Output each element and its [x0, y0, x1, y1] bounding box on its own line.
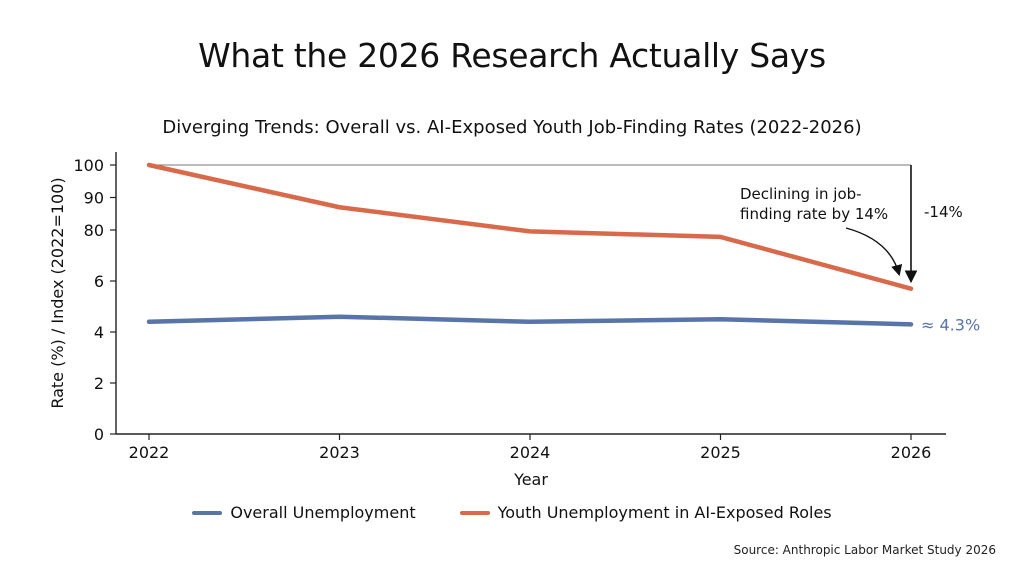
x-tick-label: 2023	[319, 443, 360, 462]
change-label: -14%	[924, 203, 963, 221]
labels: 0 2 4 6 80 90 100 2022 2023 2024 2025 2026 Year Rate …	[48, 156, 980, 489]
x-tick-label: 2024	[510, 443, 551, 462]
y-tick-label: 90	[84, 189, 104, 208]
legend-label-overall: Overall Unemployment	[230, 503, 416, 522]
x-tick-label: 2025	[700, 443, 741, 462]
legend-swatch-youth	[459, 510, 490, 515]
y-tick-label: 0	[94, 425, 104, 444]
callout-arrow	[845, 227, 903, 277]
legend-item-youth: Youth Unemployment in AI-Exposed Roles	[459, 503, 832, 522]
series	[146, 162, 914, 327]
page-title: What the 2026 Research Actually Says	[198, 36, 826, 75]
y-tick-label: 80	[84, 221, 104, 240]
legend-label-youth: Youth Unemployment in AI-Exposed Roles	[497, 503, 832, 522]
chart-title: Diverging Trends: Overall vs. AI-Exposed…	[162, 117, 862, 138]
legend-swatch-overall	[192, 510, 223, 515]
series-line-youth	[146, 162, 914, 291]
y-tick-label: 4	[94, 323, 104, 342]
legend-item-overall: Overall Unemployment	[192, 503, 416, 522]
y-tick-label: 2	[94, 374, 104, 393]
series-line-overall	[146, 314, 914, 327]
x-axis-title: Year	[513, 470, 548, 489]
legend: Overall Unemployment Youth Unemployment …	[0, 503, 1024, 522]
source-note: Source: Anthropic Labor Market Study 202…	[733, 543, 996, 557]
y-tick-label: 100	[73, 156, 104, 175]
y-axis-title: Rate (%) / Index (2022=100)	[48, 177, 67, 408]
y-tick-label: 6	[94, 272, 104, 291]
x-tick-label: 2026	[891, 443, 932, 462]
x-tick-label: 2022	[129, 443, 170, 462]
callout-text-line1: Declining in job-	[740, 185, 862, 203]
axes	[110, 152, 946, 440]
callout-text-line2: finding rate by 14%	[740, 205, 888, 223]
end-value-label: ≈ 4.3%	[921, 315, 980, 334]
annotations	[149, 164, 918, 284]
